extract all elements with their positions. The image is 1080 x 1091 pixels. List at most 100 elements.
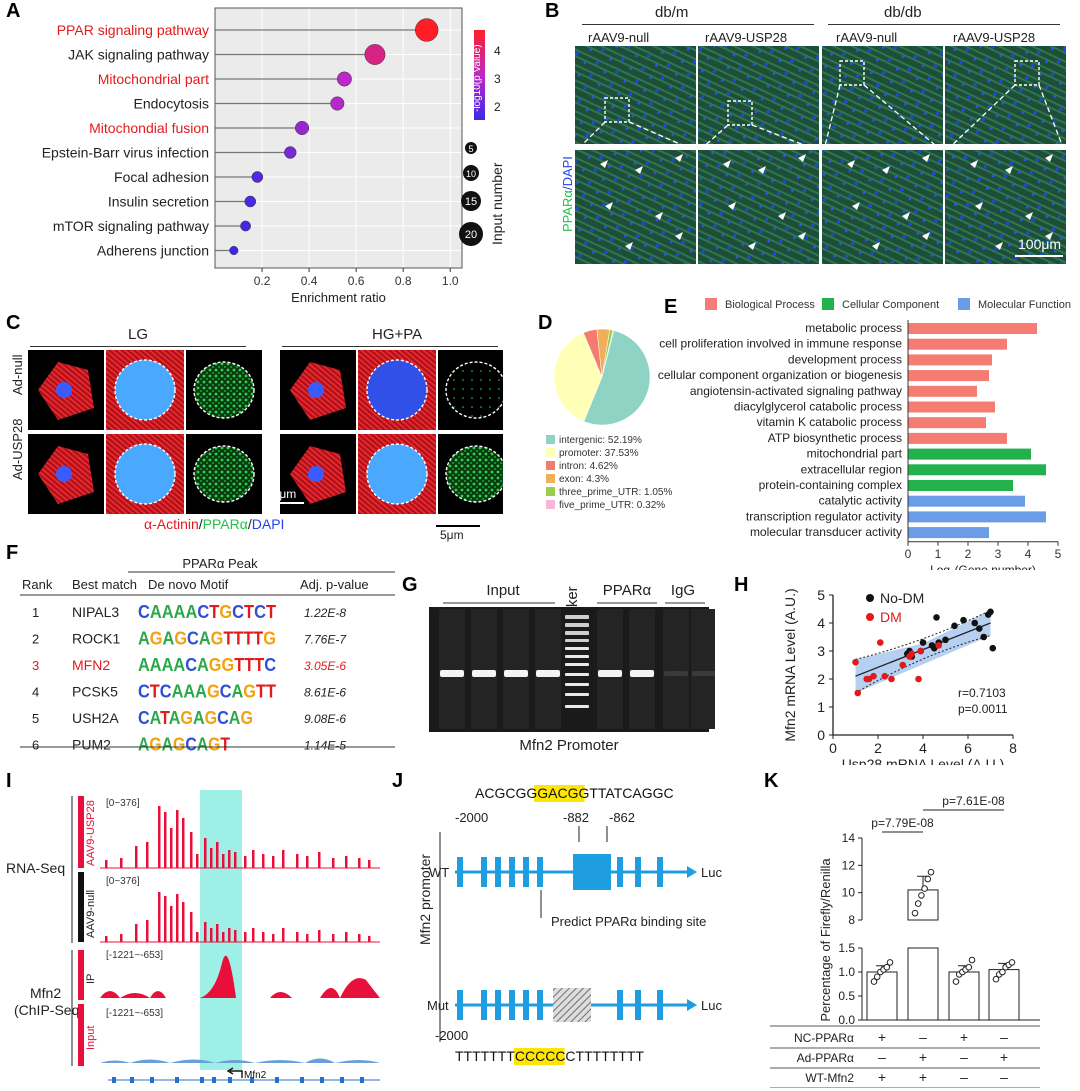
scatter-point-dm xyxy=(854,689,862,697)
panel-label-k: K xyxy=(764,770,779,792)
y-tick-label: 12 xyxy=(842,858,856,872)
colorbar-tick-label: 4 xyxy=(494,44,501,58)
rank-cell: 4 xyxy=(32,685,39,700)
gene-exon xyxy=(200,1077,204,1083)
bar xyxy=(908,448,1031,460)
colorbar xyxy=(474,30,485,120)
pie-legend-label: three_prime_UTR: 1.05% xyxy=(559,487,672,498)
motif-letter: T xyxy=(244,655,254,675)
y-axis-title: Percentage of Firefly/Renilla xyxy=(818,858,833,1022)
zoom-box xyxy=(727,100,753,126)
tss-arrow xyxy=(226,1067,243,1078)
bar xyxy=(908,495,1025,507)
scatter-point-nodm xyxy=(971,619,979,627)
size-legend-circle xyxy=(461,191,481,211)
panel-label-g: G xyxy=(402,574,418,596)
bar-lower xyxy=(907,947,939,1021)
gene-exon xyxy=(320,1077,324,1083)
pie-legend-label: intergenic: 52.19% xyxy=(559,435,642,446)
scale-bar-c2-label: 5μm xyxy=(440,528,464,542)
scale-bar-b-label: 100μm xyxy=(1018,236,1062,252)
legend-label: Molecular Function xyxy=(978,299,1071,311)
category-label: JAK signaling pathway xyxy=(68,47,209,63)
gene-exon xyxy=(250,1077,254,1083)
nucleus-zoom xyxy=(114,443,176,505)
pie-legend-label: exon: 4.3% xyxy=(559,474,609,485)
track-bar-input xyxy=(78,1004,84,1066)
seq-bottom-pre: TTTTTTT xyxy=(455,1048,515,1064)
zoom-line xyxy=(863,84,942,151)
size-legend-label: 20 xyxy=(465,229,477,241)
motif-letter: G xyxy=(150,629,163,649)
scatter-point-dm xyxy=(908,650,916,658)
cell-nucleus xyxy=(56,382,72,398)
pvalue-cell: 7.76E-7 xyxy=(304,633,347,647)
promoter-label: Mfn2 promoter xyxy=(417,854,433,945)
label-input: Input xyxy=(486,582,520,599)
data-point xyxy=(330,96,345,111)
track-label-usp28: AAV9-USP28 xyxy=(85,800,97,866)
promoter-segment xyxy=(635,857,641,887)
data-point xyxy=(911,909,919,917)
legend-marker-nodm xyxy=(866,594,874,602)
sig-label-2: p=7.61E-08 xyxy=(942,794,1005,808)
scatter-point-dm xyxy=(870,672,877,680)
panel-f-motif-table: PPARα Peak Rank Best match De novo Motif Adj… xyxy=(20,556,395,755)
legend-label-nodm: No-DM xyxy=(880,590,924,606)
promoter-segment xyxy=(509,857,515,887)
panel-label-b: B xyxy=(545,0,560,22)
nucleus-zoom xyxy=(366,359,428,421)
seq-top-highlight: ACGGTT xyxy=(548,785,607,801)
ylabel-dapi: /DAPI xyxy=(560,156,575,191)
pie-legend-swatch xyxy=(546,461,555,470)
motif-letter: C xyxy=(185,735,196,755)
data-point xyxy=(1008,959,1016,966)
condition-sign: – xyxy=(919,1029,927,1045)
size-legend-title: Input number xyxy=(489,162,505,245)
pie-legend-label: intron: 4.62% xyxy=(559,461,618,472)
gel-lane xyxy=(691,609,715,729)
condition-label: Ad-PPARα xyxy=(797,1051,854,1065)
data-point xyxy=(968,956,976,964)
arrowhead-marker xyxy=(625,242,633,250)
panel-i-tracks: RNA-SeqMfn2(ChIP-Seq)AAV9-USP28AAV9-null… xyxy=(6,790,380,1083)
bar xyxy=(908,464,1046,476)
motif-letter: C xyxy=(232,602,244,622)
motif-letter: T xyxy=(244,602,254,622)
category-label: Epstein-Barr virus infection xyxy=(42,145,209,161)
data-point xyxy=(415,18,439,42)
motif-letter: C xyxy=(254,602,266,622)
seq-top: ACGCGGGACGGTTATCAGGC xyxy=(475,785,674,801)
rank-cell: 2 xyxy=(32,632,39,647)
legend-actinin: α-Actinin xyxy=(144,516,199,532)
bar xyxy=(908,480,1013,491)
seq-top-highlight-bg xyxy=(534,785,585,802)
gel-band-faint xyxy=(692,671,715,676)
row-label-ad-usp28: Ad-USP28 xyxy=(10,418,25,480)
condition-sign: – xyxy=(878,1049,886,1065)
bar xyxy=(908,354,992,366)
motif-letter: T xyxy=(256,682,266,702)
pie-slice xyxy=(601,329,615,378)
category-label: ATP biosynthetic process xyxy=(768,431,902,445)
ladder-band xyxy=(565,615,589,619)
label-rnaseq: RNA-Seq xyxy=(6,860,65,876)
arrowhead-marker xyxy=(728,202,736,210)
zoom-line xyxy=(1038,84,1065,151)
motif-letter: T xyxy=(253,629,263,649)
pvalue-cell: 9.08E-6 xyxy=(304,712,346,726)
motif-letter: C xyxy=(220,682,232,702)
bar xyxy=(908,370,989,382)
motif-letter: T xyxy=(233,629,243,649)
condition-sign: – xyxy=(960,1049,968,1065)
predict-label: Predict PPARα binding site xyxy=(551,914,706,929)
pvalue-cell: 1.14E-5 xyxy=(304,739,346,753)
pie-legend-swatch xyxy=(546,474,555,483)
track-label-input: Input xyxy=(85,1026,97,1050)
data-point xyxy=(244,195,257,208)
panel-e-bar-chart: Biological Process Cellular Component Mole… xyxy=(658,298,1071,570)
gene-exon xyxy=(150,1077,154,1083)
arrowhead-marker xyxy=(1045,154,1053,162)
category-label: PPAR signaling pathway xyxy=(57,22,209,38)
arrowhead-marker xyxy=(675,154,683,162)
